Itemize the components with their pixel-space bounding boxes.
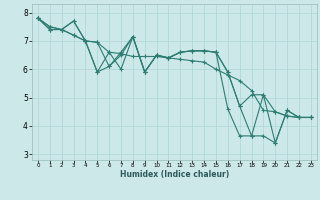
X-axis label: Humidex (Indice chaleur): Humidex (Indice chaleur): [120, 170, 229, 179]
